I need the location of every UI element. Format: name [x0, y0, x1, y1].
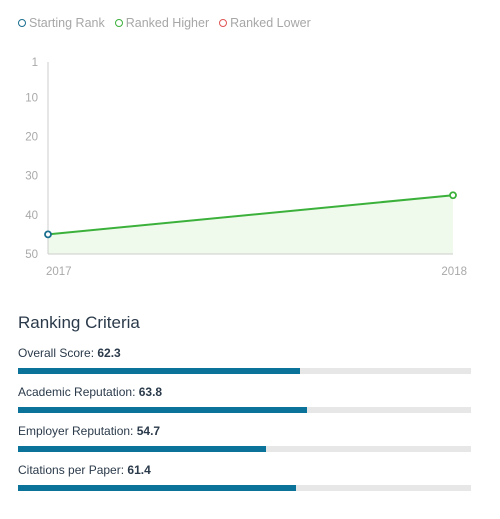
legend-label: Ranked Higher: [125, 16, 210, 30]
legend-item-ranked-lower[interactable]: Ranked Lower: [219, 16, 311, 30]
ranking-criteria-section: Ranking Criteria Overall Score: 62.3 Acad…: [18, 313, 471, 501]
rank-chart: 1 10 20 30 40 50 2017 2018: [0, 50, 500, 290]
rank-chart-svg: 1 10 20 30 40 50 2017 2018: [25, 57, 467, 278]
legend-label: Ranked Lower: [230, 16, 311, 30]
ranking-criteria-title: Ranking Criteria: [18, 313, 140, 332]
legend-item-starting-rank[interactable]: Starting Rank: [18, 16, 105, 30]
criterion-value: 62.3: [97, 346, 121, 360]
criterion-bar-fill: [18, 407, 307, 413]
chart-legend: Starting Rank Ranked Higher Ranked Lower: [18, 16, 321, 30]
criterion-value: 61.4: [127, 463, 151, 477]
rank-point: [449, 191, 457, 200]
ranked-lower-marker-icon: [219, 19, 228, 27]
criterion-label: Academic Reputation: 63.8: [18, 384, 471, 400]
criterion-value: 63.8: [138, 385, 163, 399]
criterion-bar-fill: [18, 485, 297, 491]
legend-label: Starting Rank: [29, 16, 105, 30]
y-tick-label: 40: [25, 210, 38, 222]
y-tick-label: 10: [25, 92, 38, 104]
ranked-higher-marker-icon: [114, 19, 123, 27]
y-tick-label: 50: [25, 249, 38, 261]
criterion-bar-fill: [18, 446, 266, 452]
criterion-bar-track: [18, 407, 471, 413]
criterion-bar-track: [18, 485, 471, 491]
criterion-row: Overall Score: 62.3: [18, 345, 471, 374]
rank-area-fill: [48, 195, 453, 254]
criterion-name: Overall Score:: [18, 346, 98, 360]
x-tick-label: 2018: [441, 266, 467, 278]
y-tick-label: 1: [32, 57, 38, 69]
criterion-label: Citations per Paper: 61.4: [18, 462, 471, 478]
y-tick-label: 20: [25, 131, 38, 143]
legend-item-ranked-higher[interactable]: Ranked Higher: [114, 16, 210, 30]
criterion-name: Academic Reputation:: [18, 385, 139, 399]
rank-line: [47, 194, 454, 236]
criterion-name: Citations per Paper:: [18, 463, 128, 477]
criterion-name: Employer Reputation:: [18, 424, 137, 438]
criterion-label: Employer Reputation: 54.7: [18, 423, 471, 439]
criteria-list: Overall Score: 62.3 Academic Reputation: …: [18, 345, 471, 491]
x-tick-label: 2017: [46, 266, 72, 278]
criterion-value: 54.7: [136, 424, 161, 438]
starting-rank-point: [44, 230, 52, 239]
starting-rank-marker-icon: [18, 19, 26, 27]
criterion-bar-fill: [18, 368, 301, 374]
criterion-bar-track: [18, 368, 471, 374]
criterion-row: Citations per Paper: 61.4: [18, 462, 471, 491]
criterion-row: Academic Reputation: 63.8: [18, 384, 471, 413]
criterion-label: Overall Score: 62.3: [18, 345, 471, 361]
y-tick-label: 30: [25, 171, 38, 183]
criterion-bar-track: [18, 446, 471, 452]
criterion-row: Employer Reputation: 54.7: [18, 423, 471, 452]
